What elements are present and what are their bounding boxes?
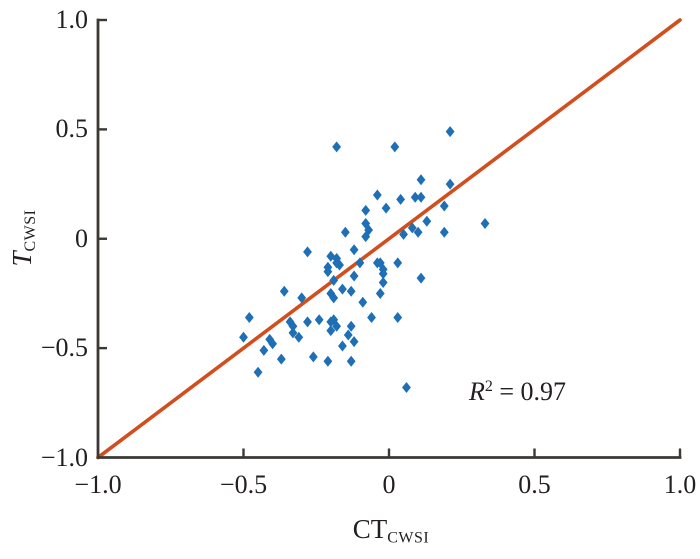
x-tick-label: 0 (382, 470, 396, 499)
data-point (367, 312, 376, 323)
y-tick-label: 0.5 (55, 114, 89, 144)
data-point (268, 338, 277, 350)
data-point (303, 316, 312, 328)
data-point (332, 141, 342, 153)
data-point (244, 312, 254, 323)
data-point (378, 268, 388, 280)
data-point (364, 224, 374, 236)
data-point (381, 202, 391, 214)
data-point (303, 246, 312, 258)
data-point (355, 257, 365, 269)
data-point (407, 222, 417, 234)
data-point (361, 204, 371, 216)
r-squared-value: = 0.97 (492, 377, 567, 406)
data-point (340, 226, 350, 238)
data-point (332, 257, 342, 269)
x-axis-title: CTCWSI (353, 516, 430, 546)
data-point (480, 217, 490, 229)
data-point (338, 340, 347, 352)
x-tick-label: −0.5 (219, 470, 268, 499)
data-point (323, 355, 333, 367)
data-point (332, 320, 342, 332)
data-point (285, 316, 295, 328)
data-point (329, 274, 339, 286)
y-tick-label: −0.5 (40, 333, 88, 363)
y-axis-title-main: T (6, 251, 37, 267)
data-point (346, 320, 356, 332)
data-point (253, 366, 263, 378)
data-point (361, 231, 371, 243)
data-point (439, 200, 449, 212)
data-point (416, 191, 426, 203)
x-tick-label: 1.0 (663, 470, 697, 499)
data-point (372, 189, 382, 201)
data-point (402, 382, 411, 393)
data-point (416, 174, 426, 186)
r-squared-variable: R (469, 377, 485, 406)
data-point (329, 292, 339, 304)
y-axis-title: TCWSI (6, 209, 40, 267)
data-point (346, 355, 356, 367)
data-point (378, 277, 388, 288)
data-point (288, 327, 298, 339)
y-tick-label: 1.0 (55, 5, 89, 34)
data-point (393, 257, 403, 269)
data-point (294, 331, 304, 343)
data-point (413, 226, 423, 238)
one-to-one-line (96, 18, 682, 460)
x-axis-title-subscript: CWSI (387, 529, 430, 547)
data-point (265, 333, 275, 345)
data-point (416, 272, 426, 284)
data-point (445, 178, 455, 190)
data-point (396, 193, 406, 205)
data-point (239, 331, 248, 343)
data-point (276, 353, 286, 365)
x-axis-title-main: CT (352, 514, 388, 544)
data-point (375, 287, 385, 299)
data-point (349, 270, 359, 282)
data-point (338, 283, 347, 295)
data-point (308, 351, 318, 363)
r-squared-annotation: R2 = 0.97 (469, 379, 566, 405)
y-tick-label: −1.0 (40, 442, 88, 472)
data-point (349, 244, 359, 256)
data-point (346, 285, 356, 297)
data-point (445, 126, 455, 138)
data-point (393, 312, 403, 323)
y-tick-label: 0 (75, 223, 88, 253)
data-point (439, 226, 449, 238)
data-point (297, 292, 307, 304)
x-tick-label: −1.0 (74, 470, 122, 499)
y-axis-title-subscript: CWSI (22, 209, 40, 252)
x-tick-label: 0.5 (518, 470, 551, 499)
data-point (326, 325, 336, 337)
data-point (422, 215, 432, 227)
r-squared-exponent: 2 (484, 378, 493, 396)
data-point (410, 191, 420, 203)
data-point (288, 320, 298, 332)
data-point (314, 314, 324, 326)
axis-spines (96, 18, 682, 459)
data-point (259, 344, 269, 356)
data-point (343, 329, 353, 341)
data-point (399, 228, 408, 240)
data-point (349, 336, 359, 348)
data-point (390, 141, 400, 153)
data-point (323, 266, 333, 278)
data-point (358, 296, 368, 308)
data-point (279, 285, 289, 297)
